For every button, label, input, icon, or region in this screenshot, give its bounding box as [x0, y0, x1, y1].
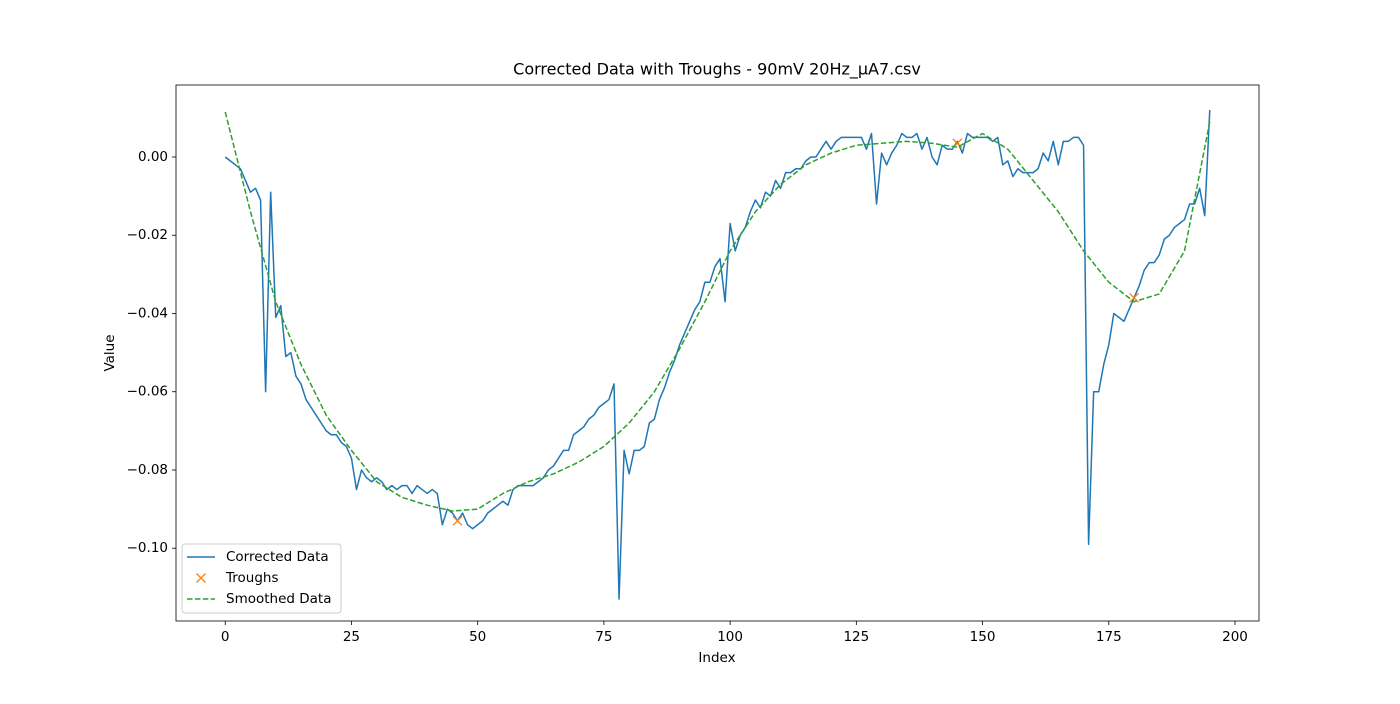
x-axis-label: Index [698, 650, 735, 666]
y-axis-label: Value [102, 334, 118, 371]
x-tick-label: 125 [843, 629, 869, 645]
trough-marker [1129, 292, 1139, 303]
data-line [224, 110, 1211, 600]
chart-title: Corrected Data with Troughs - 90mV 20Hz_… [513, 60, 921, 80]
y-tick-label: −0.06 [127, 384, 168, 400]
x-tick-label: 75 [595, 629, 612, 645]
legend-label: Smoothed Data [226, 591, 332, 607]
y-tick-label: −0.04 [127, 305, 168, 321]
x-tick-label: 50 [469, 629, 486, 645]
y-tick-label: −0.10 [127, 540, 168, 556]
y-tick-label: −0.08 [127, 462, 168, 478]
legend-marker [196, 573, 206, 583]
x-tick-label: 100 [717, 629, 743, 645]
x-tick-label: 175 [1096, 629, 1122, 645]
trough-marker [452, 515, 463, 526]
legend-label: Corrected Data [226, 549, 329, 565]
plot-frame [175, 84, 1260, 622]
legend-box [181, 543, 342, 614]
x-tick-label: 25 [343, 629, 360, 645]
x-tick-label: 200 [1222, 629, 1248, 645]
smoothed-line [224, 111, 1211, 512]
y-tick-label: 0.00 [138, 149, 168, 165]
legend-label: Troughs [225, 570, 279, 586]
x-tick-label: 150 [970, 629, 996, 645]
y-tick-label: −0.02 [127, 227, 168, 243]
x-tick-label: 0 [221, 629, 230, 645]
